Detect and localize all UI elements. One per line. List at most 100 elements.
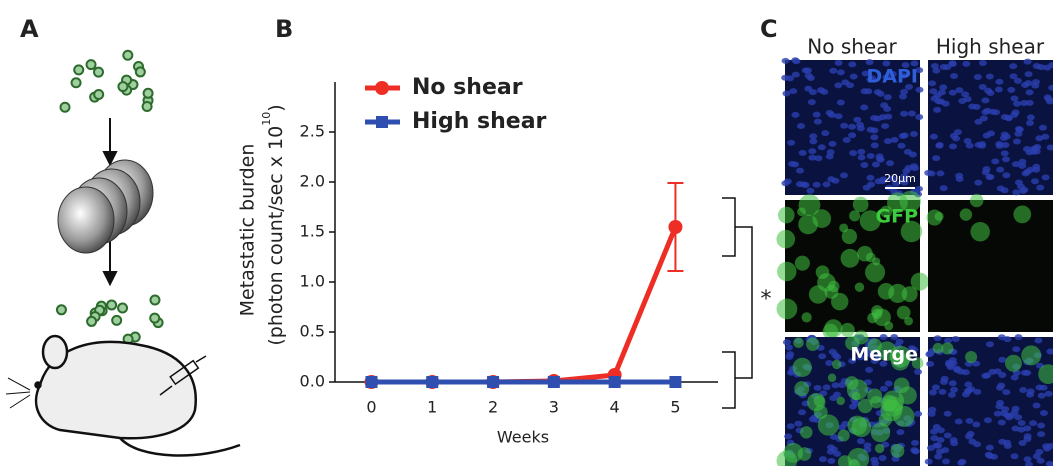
nucleus bbox=[998, 372, 1006, 378]
x-tick-label: 4 bbox=[610, 398, 620, 417]
gfp-cell bbox=[816, 265, 830, 279]
nucleus bbox=[930, 435, 938, 441]
nucleus bbox=[785, 345, 793, 351]
nucleus bbox=[995, 79, 1003, 85]
panel-label: C bbox=[760, 15, 778, 43]
nucleus bbox=[1037, 431, 1045, 437]
gfp-cell bbox=[802, 312, 812, 322]
gfp-cell bbox=[845, 376, 858, 389]
nucleus bbox=[874, 116, 882, 122]
nucleus bbox=[936, 170, 944, 176]
nucleus bbox=[799, 150, 807, 156]
nucleus bbox=[1017, 427, 1025, 433]
gfp-cell bbox=[806, 337, 820, 351]
cell bbox=[118, 303, 127, 312]
nucleus bbox=[870, 134, 878, 140]
x-tick-label: 3 bbox=[549, 398, 559, 417]
marker bbox=[669, 376, 681, 388]
gfp-cell bbox=[902, 286, 918, 302]
gfp-cell bbox=[778, 207, 795, 224]
nucleus bbox=[952, 336, 960, 342]
nucleus bbox=[1036, 185, 1044, 191]
nucleus bbox=[886, 160, 894, 166]
nucleus bbox=[1016, 126, 1024, 132]
cell bbox=[61, 103, 70, 112]
cell bbox=[94, 68, 103, 77]
nucleus bbox=[998, 439, 1006, 445]
gfp-cell bbox=[857, 246, 873, 262]
nucleus bbox=[979, 84, 987, 90]
nucleus bbox=[809, 133, 817, 139]
cell bbox=[94, 90, 103, 99]
nucleus bbox=[827, 176, 835, 182]
nucleus bbox=[884, 138, 892, 144]
nucleus bbox=[782, 58, 790, 64]
nucleus bbox=[783, 339, 791, 345]
gfp-cell bbox=[800, 426, 812, 438]
nucleus bbox=[986, 341, 994, 347]
nucleus bbox=[828, 141, 836, 147]
nucleus bbox=[805, 73, 813, 79]
micrograph bbox=[928, 200, 1053, 332]
gfp-cell bbox=[828, 374, 836, 382]
nucleus bbox=[955, 419, 963, 425]
nucleus bbox=[860, 162, 868, 168]
gfp-cell bbox=[1013, 205, 1031, 223]
nucleus bbox=[966, 143, 974, 149]
gfp-cell bbox=[777, 299, 798, 320]
y-axis-unit-close: ) bbox=[265, 104, 287, 111]
cell bbox=[57, 305, 66, 314]
gfp-cell bbox=[828, 281, 839, 292]
gfp-cell bbox=[965, 351, 977, 363]
gfp-cell bbox=[880, 400, 902, 422]
row-label: GFP bbox=[876, 206, 919, 228]
gfp-cell bbox=[858, 399, 873, 414]
nucleus bbox=[965, 418, 973, 424]
gfp-cell bbox=[809, 285, 828, 304]
nucleus bbox=[876, 156, 884, 162]
gfp-cell bbox=[798, 447, 812, 461]
cell bbox=[150, 314, 159, 323]
nucleus bbox=[1035, 135, 1043, 141]
nucleus bbox=[981, 97, 989, 103]
nucleus bbox=[827, 449, 835, 455]
nucleus bbox=[792, 58, 800, 64]
row-label: DAPI bbox=[867, 66, 918, 88]
y-tick-label: 2.5 bbox=[300, 122, 325, 141]
nucleus bbox=[1013, 101, 1021, 107]
nucleus bbox=[928, 170, 936, 176]
gfp-cell bbox=[838, 430, 850, 442]
gfp-cell bbox=[836, 397, 845, 406]
nucleus bbox=[914, 369, 922, 375]
nucleus bbox=[930, 134, 938, 140]
nucleus bbox=[848, 132, 856, 138]
nucleus bbox=[911, 440, 919, 446]
gfp-cell bbox=[832, 360, 841, 369]
nucleus bbox=[986, 90, 994, 96]
nucleus bbox=[1029, 420, 1037, 426]
gfp-cell bbox=[814, 405, 828, 419]
y-axis-unit: (photon count/sec x 10 bbox=[265, 126, 287, 346]
nucleus bbox=[849, 150, 857, 156]
nucleus bbox=[784, 433, 792, 439]
gfp-cell bbox=[899, 386, 917, 404]
nucleus bbox=[1031, 178, 1039, 184]
column-header: High shear bbox=[936, 35, 1045, 59]
nucleus bbox=[1024, 456, 1032, 462]
cells bbox=[61, 51, 153, 112]
nucleus bbox=[947, 364, 955, 370]
cell bbox=[74, 65, 83, 74]
gfp-cell bbox=[776, 230, 795, 249]
gfp-cell bbox=[878, 283, 895, 300]
significance: * bbox=[761, 287, 772, 312]
x-tick-label: 5 bbox=[670, 398, 680, 417]
nucleus bbox=[940, 185, 948, 191]
nucleus bbox=[914, 411, 922, 417]
cells bbox=[57, 295, 163, 343]
nucleus bbox=[870, 127, 878, 133]
nucleus bbox=[798, 409, 806, 415]
gfp-cell bbox=[824, 319, 842, 337]
nucleus bbox=[898, 143, 906, 149]
nucleus bbox=[866, 175, 874, 181]
nucleus bbox=[983, 372, 991, 378]
